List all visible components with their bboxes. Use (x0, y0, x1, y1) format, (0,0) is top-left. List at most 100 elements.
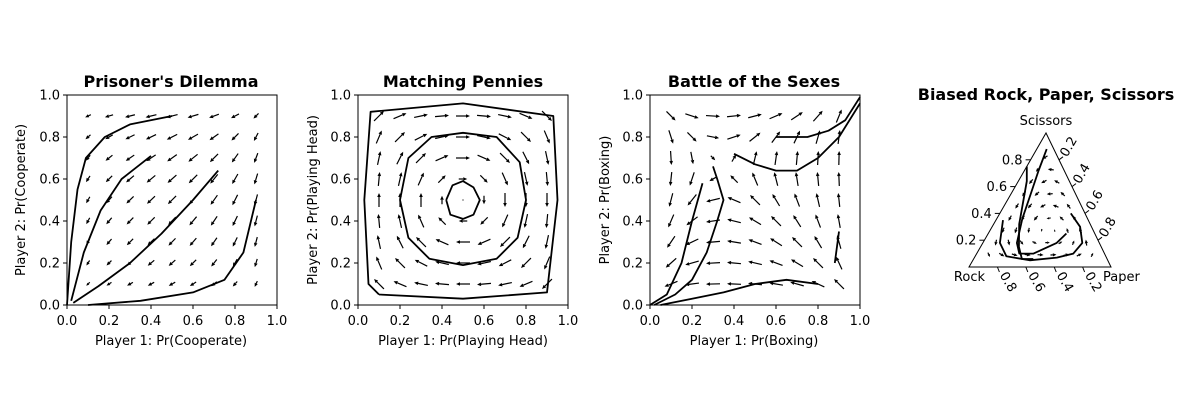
vector-arrow (1076, 253, 1082, 257)
arrow-shaft (192, 259, 197, 264)
vector-arrow (168, 281, 176, 286)
vector-arrow (726, 113, 741, 118)
y-tick-label: 0.0 (330, 299, 351, 314)
arrow-head (542, 284, 547, 289)
vector-arrow (1019, 240, 1024, 245)
vector-arrow (232, 281, 238, 287)
x-tick-label: 0.2 (682, 314, 703, 329)
arrow-shaft (837, 217, 841, 228)
arrow-head (545, 160, 550, 165)
arrow-head (145, 136, 151, 140)
arrow-shaft (109, 281, 112, 285)
arrow-shaft (793, 134, 799, 144)
arrow-head (126, 220, 131, 225)
arrow-head (189, 221, 194, 226)
vector-field-arrows (373, 110, 553, 290)
arrow-head (85, 114, 90, 118)
vector-arrow (837, 172, 841, 187)
vector-arrow (456, 240, 470, 244)
arrow-head (458, 219, 463, 223)
vector-arrow (209, 153, 219, 163)
arrow-shaft (690, 172, 695, 183)
arrow-shaft (149, 174, 156, 181)
arrow-head (818, 110, 823, 115)
arrow-shaft (255, 280, 258, 284)
vector-arrow (377, 193, 381, 207)
vector-arrow (211, 237, 218, 247)
vector-arrow (377, 172, 382, 187)
arrow-shaft (793, 282, 804, 287)
x-tick-label: 0.6 (183, 314, 204, 329)
arrow-head (435, 260, 440, 265)
arrow-head (374, 279, 379, 284)
arrow-shaft (212, 194, 218, 202)
arrow-head (126, 178, 131, 183)
arrow-head (836, 214, 841, 219)
arrow-head (188, 157, 193, 162)
vector-arrow (253, 236, 258, 247)
arrow-head (1020, 241, 1024, 245)
vector-arrow (706, 197, 720, 203)
arrow-shaft (1090, 254, 1093, 258)
trajectory-line (833, 231, 840, 264)
y-tick-label: 1.0 (622, 89, 643, 104)
arrow-head (814, 235, 819, 241)
arrow-shaft (670, 171, 673, 183)
vector-arrow (837, 151, 841, 166)
arrow-head (232, 179, 236, 184)
arrow-head (772, 193, 776, 199)
trajectory-line (66, 115, 173, 306)
ternary-trajectory-line (1016, 148, 1068, 255)
arrow-head (86, 282, 90, 286)
arrow-head (253, 114, 258, 119)
y-tick-label: 0.8 (330, 131, 351, 146)
vector-arrow (126, 217, 134, 225)
vector-arrow (188, 133, 199, 140)
arrow-head (706, 198, 711, 203)
arrow-head (147, 282, 153, 286)
arrow-shaft (419, 218, 425, 228)
arrow-head (790, 259, 796, 264)
vector-arrow (749, 132, 761, 142)
arrow-head (1040, 204, 1045, 208)
arrow-shaft (477, 134, 488, 139)
vector-arrow (376, 214, 381, 229)
vector-arrow (1054, 180, 1060, 184)
arrow-head (504, 181, 508, 186)
vector-arrow (1046, 217, 1051, 220)
arrow-head (773, 172, 778, 177)
vector-arrow (232, 194, 239, 206)
vector-arrow (1050, 253, 1057, 257)
vector-arrow (254, 258, 258, 268)
vector-arrow (1058, 241, 1063, 245)
vector-arrow (396, 151, 404, 165)
arrow-shaft (397, 175, 402, 186)
y-axis-label: Player 2: Pr(Cooperate) (14, 124, 29, 276)
arrow-head (668, 181, 673, 186)
arrow-shaft (149, 134, 157, 139)
arrow-head (85, 135, 90, 140)
corner-label-paper: Paper (1103, 270, 1140, 285)
plot-frame (66, 94, 278, 306)
arrow-head (126, 241, 131, 246)
arrow-head (106, 220, 111, 225)
arrow-shaft (815, 133, 820, 144)
arrow-shaft (1062, 193, 1066, 197)
arrow-head (106, 240, 111, 245)
arrow-shaft (794, 239, 803, 248)
chart-prisoners-dilemma: Prisoner's Dilemma Player 1: Pr(Cooperat… (14, 72, 287, 349)
arrow-shaft (233, 215, 238, 223)
arrow-shaft (1042, 204, 1046, 207)
arrow-shaft (440, 219, 447, 226)
vector-arrow (126, 175, 135, 183)
vector-arrow (1047, 168, 1054, 172)
vector-arrow (462, 199, 464, 201)
vector-arrow (86, 217, 91, 225)
x-tick-label: 0.8 (225, 314, 246, 329)
arrow-shaft (1032, 241, 1035, 243)
arrow-shaft (1076, 254, 1080, 257)
vector-arrow (1029, 178, 1034, 185)
vector-arrow (794, 172, 799, 187)
arrow-head (253, 222, 258, 227)
